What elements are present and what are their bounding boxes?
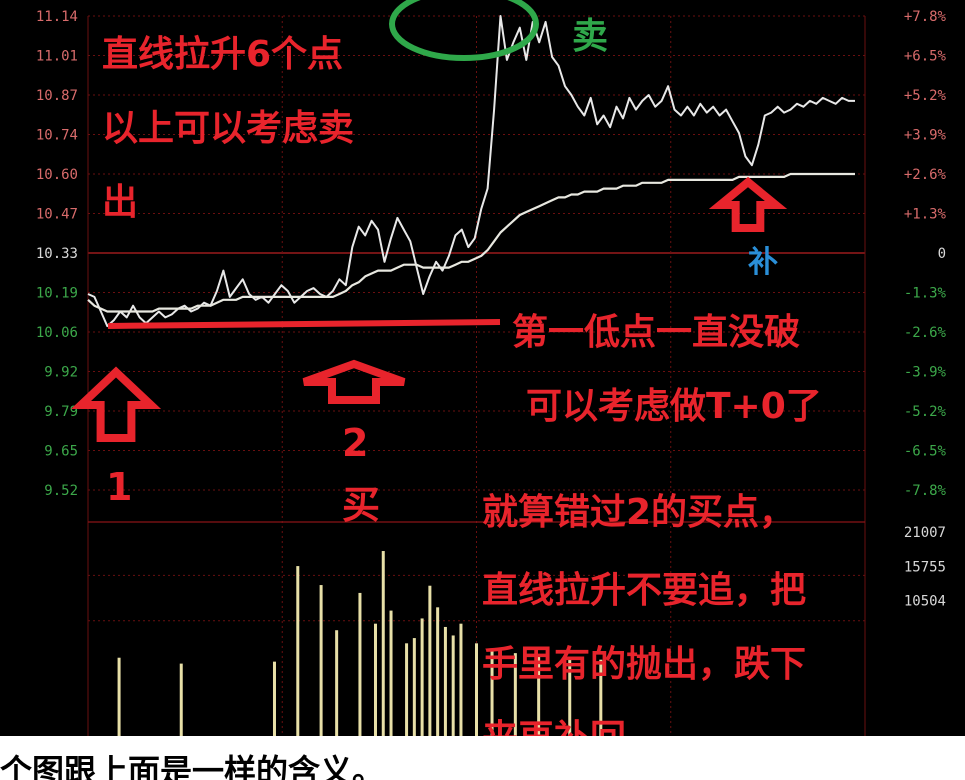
pct-tick-label: -2.6% [904, 325, 947, 341]
volume-bar [389, 610, 393, 780]
annotation-buy: 买 [342, 483, 380, 527]
pct-tick-label: +7.8% [904, 9, 947, 25]
price-tick-label: 9.79 [44, 404, 78, 420]
volume-tick-label: 10504 [904, 594, 946, 610]
pct-tick-label: -1.3% [904, 286, 947, 302]
average-price-line [87, 172, 855, 313]
annotation-sell-rule-2: 以上可以考虑卖 [102, 108, 354, 149]
up-arrow-2 [302, 359, 406, 404]
pct-tick-label: -7.8% [904, 483, 947, 499]
volume-bar [451, 635, 455, 780]
annotation-low-point-1: 第一低点一直没破 [512, 312, 800, 353]
annotation-bu: 补 [748, 245, 778, 280]
volume-bar [272, 661, 276, 780]
volume-bar [537, 656, 541, 780]
pct-tick-label: -3.9% [904, 365, 947, 381]
annotation-note-3: 手里有的抛出，跌下 [482, 644, 806, 685]
footer-text-strip: 个图跟上面是一样的含义。 [0, 736, 965, 780]
up-arrow-bu [708, 176, 788, 232]
support-line [107, 319, 501, 329]
price-tick-label: 10.19 [36, 286, 78, 302]
price-tick-label: 11.01 [36, 49, 78, 65]
annotation-num-2: 2 [342, 421, 368, 465]
pct-tick-label: +6.5% [904, 49, 947, 65]
volume-bar [117, 657, 121, 780]
volume-bar [358, 592, 362, 780]
volume-bar [436, 607, 440, 780]
volume-bar [420, 618, 424, 780]
volume-bar [412, 638, 416, 780]
price-tick-label: 9.65 [44, 444, 78, 460]
annotation-sell-rule-1: 直线拉升6个点 [102, 34, 343, 75]
price-tick-label: 10.74 [36, 128, 78, 144]
pct-tick-label: +5.2% [904, 88, 947, 104]
price-tick-label: 10.87 [36, 88, 78, 104]
sell-zone-ellipse [389, 0, 539, 61]
price-tick-label: 10.47 [36, 207, 78, 223]
volume-bar [335, 630, 339, 780]
price-tick-label: 10.60 [36, 167, 78, 183]
volume-bar [319, 585, 323, 780]
footer-caption: 个图跟上面是一样的含义。 [0, 752, 385, 780]
price-line [87, 15, 855, 328]
up-arrow-1 [70, 366, 162, 442]
pct-tick-label: +1.3% [904, 207, 947, 223]
annotation-sell-rule-3: 出 [102, 182, 138, 223]
volume-tick-label: 21007 [904, 525, 946, 541]
volume-bar [475, 643, 478, 780]
pct-tick-label: +3.9% [904, 128, 947, 144]
pct-tick-label: +2.6% [904, 167, 947, 183]
volume-tick-label: 15755 [904, 559, 946, 575]
pct-tick-label: -5.2% [904, 404, 947, 420]
volume-bar [599, 659, 603, 780]
annotation-note-2: 直线拉升不要追，把 [482, 570, 806, 611]
volume-bar [296, 566, 300, 780]
volume-bar [381, 551, 385, 780]
price-tick-label: 10.33 [36, 246, 78, 262]
price-tick-label: 9.92 [44, 365, 78, 381]
volume-bar [179, 663, 183, 780]
annotation-low-point-2: 可以考虑做T+0了 [526, 386, 822, 427]
annotation-num-1: 1 [106, 465, 132, 509]
volume-bar [443, 626, 447, 780]
volume-bar [459, 623, 463, 780]
volume-bar [373, 623, 377, 780]
volume-bar [428, 585, 432, 780]
volume-bar [490, 649, 494, 780]
pct-tick-label: 0 [938, 246, 946, 262]
price-tick-label: 11.14 [36, 9, 78, 25]
volume-bar [405, 643, 409, 780]
price-tick-label: 9.52 [44, 483, 78, 499]
annotation-note-1: 就算错过2的买点， [482, 492, 795, 533]
price-tick-label: 10.06 [36, 325, 78, 341]
annotation-sell: 卖 [572, 16, 608, 57]
pct-tick-label: -6.5% [904, 444, 947, 460]
volume-bar [513, 653, 517, 780]
volume-bar [568, 657, 572, 780]
